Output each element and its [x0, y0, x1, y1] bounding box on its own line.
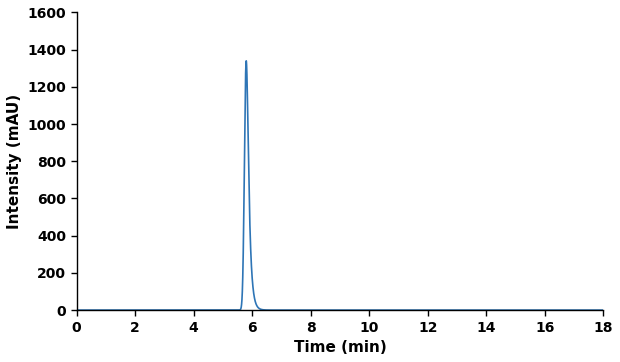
Y-axis label: Intensity (mAU): Intensity (mAU) [7, 94, 22, 229]
X-axis label: Time (min): Time (min) [294, 340, 386, 355]
